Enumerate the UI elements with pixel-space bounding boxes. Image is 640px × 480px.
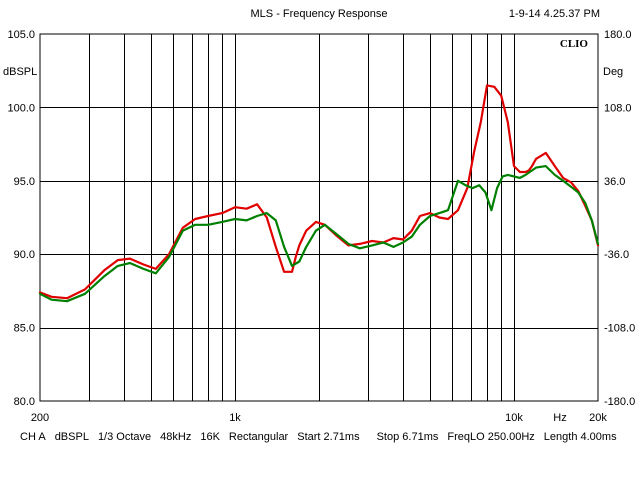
- y2-tick-label-4: -108.0: [604, 323, 635, 335]
- footer-stop: Stop 6.71ms: [376, 431, 439, 443]
- footer-window: Rectangular: [228, 431, 289, 443]
- footer-smoothing: 1/3 Octave: [97, 431, 152, 443]
- x-tick-label-3: 20k: [589, 412, 607, 424]
- y2-axis-label: Deg: [603, 66, 623, 78]
- y2-tick-label-3: -36.0: [604, 249, 629, 261]
- y2-tick-label-2: 36.0: [604, 176, 625, 188]
- y2-tick-label-5: -180.0: [604, 396, 635, 408]
- x-tick-label-2: 10k: [505, 412, 523, 424]
- x-tick-label-1: 1k: [229, 412, 241, 424]
- y-tick-label-5: 80.0: [14, 396, 35, 408]
- y-tick-labels: 105.0 100.0 95.0 90.0 85.0 80.0: [7, 29, 35, 408]
- y2-tick-label-1: 108.0: [604, 102, 632, 114]
- y-tick-label-4: 85.0: [14, 323, 35, 335]
- y-tick-label-0: 105.0: [7, 29, 35, 41]
- plot-frame: [39, 33, 599, 402]
- footer-sample-rate: 48kHz: [160, 431, 192, 443]
- y2-tick-labels: 180.0 108.0 36.0 -36.0 -108.0 -180.0: [604, 29, 635, 408]
- footer-channel: CH A: [20, 431, 46, 443]
- footer-unit: dBSPL: [54, 431, 89, 443]
- y-tick-label-2: 95.0: [14, 176, 35, 188]
- y2-tick-label-0: 180.0: [604, 29, 632, 41]
- y-tick-label-1: 100.0: [7, 102, 35, 114]
- x-tick-label-0: 200: [31, 412, 49, 424]
- chart-timestamp: 1-9-14 4.25.37 PM: [509, 8, 600, 20]
- footer-length: Length 4.00ms: [543, 431, 617, 443]
- footer-start: Start 2.71ms: [297, 431, 360, 443]
- brand-logo: CLIO: [560, 38, 589, 50]
- measurement-settings-bar: CH A dBSPL 1/3 Octave 48kHz 16K Rectangular St…: [20, 431, 630, 447]
- series-line-0: [38, 84, 600, 300]
- series-group: [38, 84, 600, 303]
- chart-title: MLS - Frequency Response: [251, 8, 388, 20]
- y-axis-label: dBSPL: [3, 66, 37, 78]
- footer-freqlo: FreqLO 250.00Hz: [447, 431, 535, 443]
- series-line-1: [38, 165, 600, 303]
- y-tick-label-3: 90.0: [14, 249, 35, 261]
- x-tick-labels: 200 1k 10k 20k: [31, 412, 608, 424]
- grid: [40, 34, 598, 401]
- x-axis-unit: Hz: [553, 412, 566, 424]
- footer-fft-size: 16K: [200, 431, 220, 443]
